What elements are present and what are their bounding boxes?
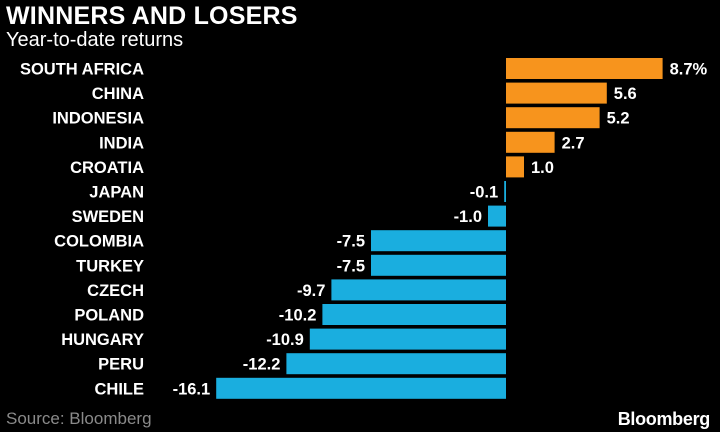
bar-south-africa [506, 58, 663, 79]
category-label: INDONESIA [52, 110, 144, 128]
category-label: SWEDEN [72, 208, 144, 226]
category-label: SOUTH AFRICA [20, 61, 144, 79]
category-label: PERU [98, 356, 144, 374]
value-label: 1.0 [531, 159, 554, 177]
bar-india [506, 131, 555, 153]
category-label: CZECH [87, 282, 144, 300]
category-label: CROATIA [70, 159, 144, 177]
source-note: Source: Bloomberg [6, 409, 152, 428]
bar-japan [504, 181, 506, 202]
value-label: -0.1 [470, 184, 498, 202]
value-label: 5.6 [614, 85, 637, 103]
bar-czech [331, 279, 506, 301]
value-label: -7.5 [337, 257, 365, 275]
bar-sweden [488, 205, 506, 227]
value-label: -9.7 [297, 282, 325, 300]
bar-turkey [371, 254, 506, 276]
bar-poland [322, 304, 506, 325]
value-label: -7.5 [337, 233, 365, 251]
category-label: POLAND [74, 307, 144, 325]
category-label: HUNGARY [61, 331, 144, 349]
bar-peru [286, 353, 506, 375]
value-label: 2.7 [562, 134, 585, 152]
category-label: CHINA [92, 85, 144, 103]
category-label: INDIA [99, 134, 144, 152]
bar-indonesia [506, 107, 600, 129]
bar-croatia [506, 156, 524, 178]
category-label: CHILE [95, 380, 145, 398]
value-label: -10.2 [279, 307, 317, 325]
value-label: 5.2 [607, 110, 630, 128]
value-label: -16.1 [173, 380, 211, 398]
bar-colombia [371, 230, 506, 252]
value-label: -10.9 [266, 331, 304, 349]
bar-china [506, 82, 607, 104]
category-label: COLOMBIA [54, 233, 144, 251]
chart-subtitle: Year-to-date returns [6, 29, 184, 51]
brand-logo: Bloomberg [617, 409, 711, 429]
category-label: TURKEY [76, 257, 144, 275]
value-label: -12.2 [243, 356, 281, 374]
category-label: JAPAN [89, 184, 144, 202]
value-label: 8.7% [670, 61, 708, 79]
chart-title: WINNERS AND LOSERS [6, 2, 298, 30]
bar-chile [216, 377, 506, 399]
bar-hungary [309, 328, 506, 350]
value-label: -1.0 [454, 208, 482, 226]
